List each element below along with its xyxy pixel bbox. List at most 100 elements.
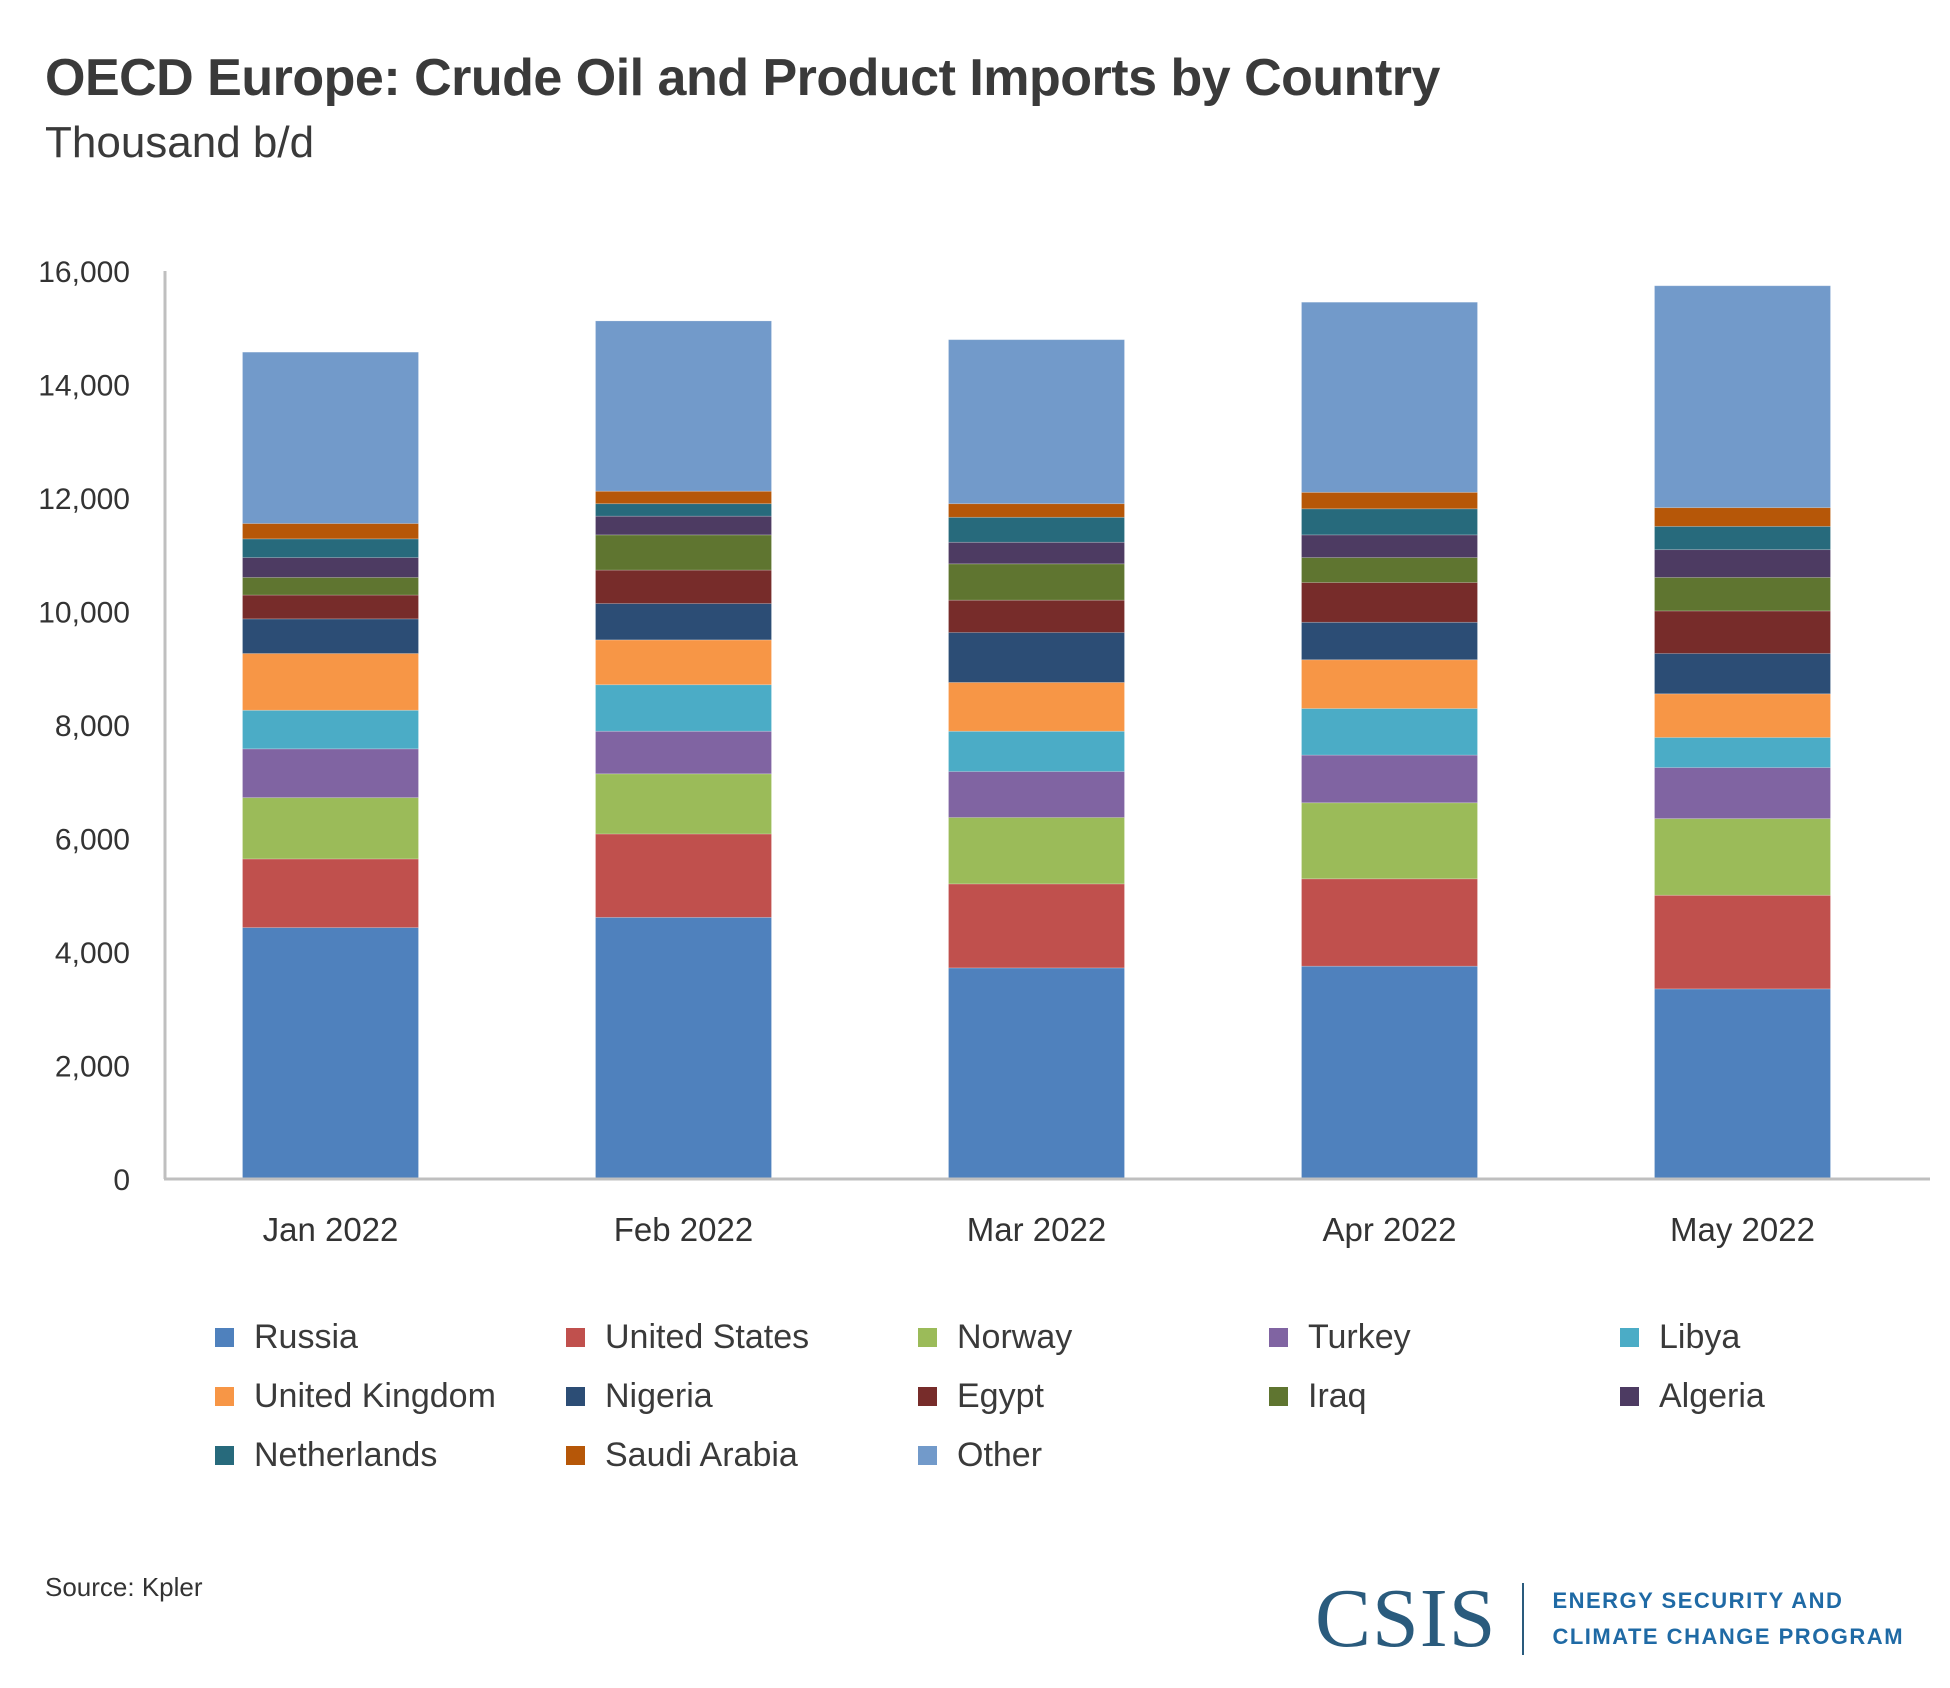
y-tick-label: 10,000 — [38, 597, 130, 630]
legend-swatch — [1269, 1387, 1288, 1406]
legend-swatch — [215, 1328, 234, 1347]
legend-swatch — [215, 1387, 234, 1406]
bar-segment-nigeria — [948, 632, 1125, 683]
bar-segment-netherlands — [1301, 508, 1478, 536]
legend-label: Libya — [1659, 1318, 1741, 1356]
bar-segment-other — [595, 320, 772, 492]
legend-label: Iraq — [1308, 1377, 1367, 1415]
y-tick-label: 0 — [113, 1164, 130, 1197]
bar-segment-saudi-arabia — [1301, 491, 1478, 510]
bar-segment-norway — [242, 797, 419, 860]
bar-segment-norway — [595, 773, 772, 835]
legend-label: Saudi Arabia — [605, 1436, 798, 1474]
bar-segment-russia — [1654, 988, 1831, 1180]
legend-swatch — [566, 1328, 585, 1347]
legend-item: Netherlands — [215, 1436, 437, 1475]
bar-segment-iraq — [948, 563, 1125, 601]
bar-segment-turkey — [1301, 754, 1478, 804]
bar-segment-iraq — [242, 577, 419, 596]
legend-item: Egypt — [918, 1377, 1044, 1416]
legend-item: Turkey — [1269, 1318, 1411, 1357]
bar-segment-turkey — [595, 730, 772, 775]
bar-segment-united-kingdom — [948, 682, 1125, 732]
bar-segment-saudi-arabia — [242, 523, 419, 540]
bar-segment-russia — [595, 916, 772, 1180]
bar-segment-algeria — [242, 557, 419, 578]
legend-label: United States — [605, 1318, 810, 1356]
logo-line-1: ENERGY SECURITY AND — [1552, 1587, 1844, 1613]
y-tick-label: 16,000 — [38, 256, 130, 289]
chart-title: OECD Europe: Crude Oil and Product Impor… — [45, 49, 1440, 107]
legend-swatch — [918, 1387, 937, 1406]
legend-item: United Kingdom — [215, 1377, 496, 1416]
x-tick-label: Feb 2022 — [614, 1211, 753, 1248]
legend-item: Norway — [918, 1318, 1072, 1357]
y-tick-label: 2,000 — [55, 1051, 130, 1084]
legend-item: United States — [566, 1318, 809, 1357]
logo-divider — [1522, 1582, 1525, 1655]
y-tick-label: 14,000 — [38, 370, 130, 403]
bar-segment-united-states — [1654, 894, 1831, 990]
bar-segment-libya — [242, 709, 419, 750]
legend-item: Saudi Arabia — [566, 1436, 798, 1475]
bar-segment-saudi-arabia — [948, 503, 1125, 518]
bar-segment-russia — [1301, 965, 1478, 1180]
logo-mark: CSIS — [1315, 1572, 1497, 1665]
legend-item: Russia — [215, 1318, 358, 1357]
legend-label: Algeria — [1659, 1377, 1765, 1415]
legend-swatch — [566, 1387, 585, 1406]
bar-segment-norway — [948, 817, 1125, 885]
bar-segment-russia — [242, 927, 419, 1180]
bar-segment-turkey — [242, 748, 419, 799]
bar-segment-united-states — [1301, 878, 1478, 967]
bar-segment-netherlands — [1654, 525, 1831, 551]
legend-label: United Kingdom — [254, 1377, 496, 1415]
bar-segment-united-kingdom — [1654, 693, 1831, 738]
legend-label: Netherlands — [254, 1436, 438, 1474]
bar-segment-united-kingdom — [595, 639, 772, 686]
bar-segment-algeria — [595, 515, 772, 536]
legend-label: Egypt — [957, 1377, 1044, 1415]
csis-logo: CSIS ENERGY SECURITY AND CLIMATE CHANGE … — [1315, 1570, 1904, 1667]
legend-swatch — [215, 1446, 234, 1465]
x-tick-label: May 2022 — [1670, 1211, 1815, 1248]
bar-segment-norway — [1654, 818, 1831, 896]
bar-segment-egypt — [948, 599, 1125, 633]
bar-segment-libya — [595, 684, 772, 732]
bar-segment-nigeria — [595, 603, 772, 641]
bar-segment-algeria — [948, 541, 1125, 565]
y-tick-label: 6,000 — [55, 824, 130, 857]
legend-swatch — [918, 1328, 937, 1347]
bar-segment-other — [1654, 285, 1831, 509]
bar-segment-nigeria — [1654, 653, 1831, 695]
x-tick-label: Mar 2022 — [967, 1211, 1106, 1248]
bar-segment-egypt — [595, 569, 772, 604]
bar-segment-united-states — [948, 883, 1125, 969]
bar-segment-united-states — [242, 858, 419, 928]
bar-segment-nigeria — [1301, 621, 1478, 661]
bar-segment-algeria — [1654, 549, 1831, 578]
bar-segment-saudi-arabia — [1654, 507, 1831, 527]
bar-segment-libya — [1301, 708, 1478, 756]
bar-segment-saudi-arabia — [595, 490, 772, 505]
chart-subtitle: Thousand b/d — [45, 118, 315, 167]
bar-segment-libya — [948, 730, 1125, 772]
stacked-bar-chart: 0 2,000 4,000 6,000 8,000 10,000 12,000 14,000 1… — [38, 256, 1930, 1248]
bar-segment-united-kingdom — [1301, 659, 1478, 709]
legend-label: Other — [957, 1436, 1043, 1474]
legend-item: Other — [918, 1436, 1042, 1475]
bar-segment-other — [948, 339, 1125, 505]
legend-item: Algeria — [1620, 1377, 1765, 1416]
bar-segment-netherlands — [948, 516, 1125, 543]
logo-program-name: ENERGY SECURITY AND CLIMATE CHANGE PROGR… — [1552, 1583, 1904, 1655]
bar-segment-norway — [1301, 802, 1478, 880]
bar-segment-nigeria — [242, 618, 419, 654]
source-note: Source: Kpler — [45, 1572, 203, 1602]
y-tick-label: 12,000 — [38, 483, 130, 516]
legend-label: Norway — [957, 1318, 1073, 1356]
bar-segment-netherlands — [242, 538, 419, 558]
y-tick-label: 4,000 — [55, 937, 130, 970]
legend-swatch — [918, 1446, 937, 1465]
bar-segment-algeria — [1301, 534, 1478, 558]
legend-label: Russia — [254, 1318, 358, 1356]
